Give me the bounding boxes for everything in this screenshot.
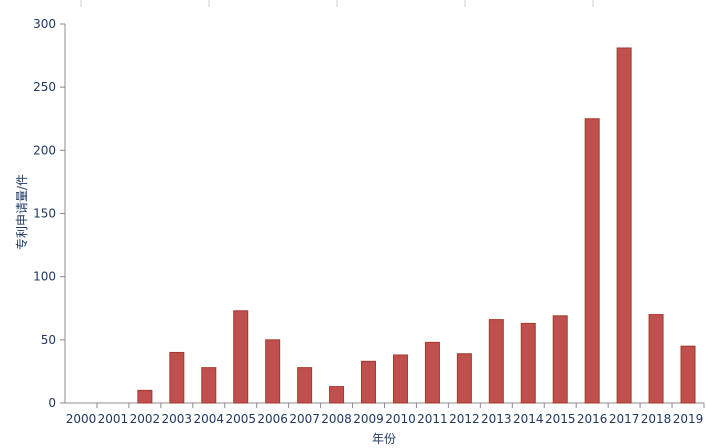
y-axis-title: 专利申请量/件 [14, 174, 29, 250]
bar-2008 [329, 386, 345, 404]
bar-2019 [680, 345, 696, 404]
bar-2014 [520, 322, 536, 404]
y-tick-label-100: 100 [33, 270, 56, 284]
x-tick-label-2000: 2000 [66, 412, 97, 426]
x-tick-label-2018: 2018 [641, 412, 672, 426]
bar-2002 [137, 389, 153, 404]
x-tick-label-2013: 2013 [481, 412, 512, 426]
bar-2017 [616, 47, 632, 404]
y-tick-label-200: 200 [33, 143, 56, 157]
y-axis [60, 23, 66, 404]
bar-2009 [361, 360, 377, 404]
x-tick-label-2012: 2012 [449, 412, 480, 426]
x-tick-labels: 2000 2001 2002 2003 2004 2005 2006 2007 2008 2009… [66, 412, 704, 426]
y-tick-label-150: 150 [33, 207, 56, 221]
bar-2013 [488, 319, 504, 404]
x-tick-label-2009: 2009 [353, 412, 384, 426]
top-tick-marks [80, 0, 594, 7]
y-tick-label-300: 300 [33, 17, 56, 31]
x-tick-label-2004: 2004 [194, 412, 225, 426]
bar-2012 [456, 353, 472, 404]
bar-2010 [392, 354, 408, 404]
x-tick-label-2008: 2008 [321, 412, 352, 426]
y-tick-label-250: 250 [33, 80, 56, 94]
x-axis [65, 402, 705, 408]
bar-2003 [169, 351, 185, 404]
x-tick-label-2011: 2011 [417, 412, 448, 426]
y-tick-label-50: 50 [41, 333, 56, 347]
y-tick-label-0: 0 [48, 396, 56, 410]
x-tick-label-2015: 2015 [545, 412, 576, 426]
x-tick-label-2002: 2002 [130, 412, 161, 426]
bar-2015 [552, 315, 568, 404]
bar-2016 [584, 118, 600, 404]
x-tick-label-2014: 2014 [513, 412, 544, 426]
y-tick-labels: 0 50 100 150 200 250 300 [33, 17, 56, 410]
bar-2018 [648, 314, 664, 404]
x-tick-label-2006: 2006 [257, 412, 288, 426]
x-tick-label-2019: 2019 [673, 412, 704, 426]
x-tick-label-2003: 2003 [162, 412, 193, 426]
bar-2004 [201, 367, 217, 404]
bar-2006 [265, 339, 281, 404]
x-tick-label-2005: 2005 [225, 412, 256, 426]
bar-2007 [297, 367, 313, 404]
bar-2005 [233, 310, 249, 404]
x-tick-label-2010: 2010 [385, 412, 416, 426]
x-tick-label-2007: 2007 [289, 412, 320, 426]
x-tick-label-2017: 2017 [609, 412, 640, 426]
x-axis-title: 年份 [372, 432, 396, 446]
x-tick-label-2001: 2001 [98, 412, 129, 426]
bar-2011 [424, 341, 440, 404]
bar-series [137, 47, 696, 404]
x-tick-label-2016: 2016 [577, 412, 608, 426]
